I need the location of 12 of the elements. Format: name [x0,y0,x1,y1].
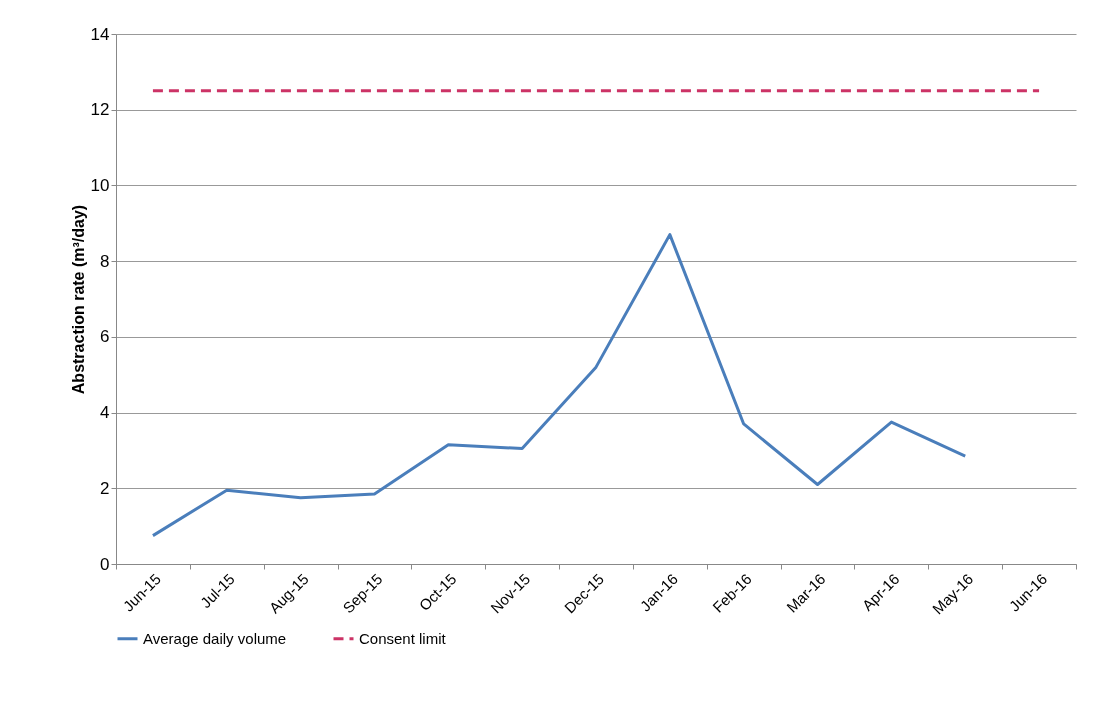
y-tick-label: 2 [100,478,110,498]
y-tick-label: 12 [90,100,110,120]
y-tick-label: 8 [100,251,110,271]
y-axis-title: Abstraction rate (m³/day) [69,204,87,395]
y-tick-label: 6 [100,327,110,347]
y-tick-label: 0 [100,554,110,574]
y-tick-label: 10 [90,175,110,195]
legend-label: Average daily volume [143,629,287,647]
y-tick-label: 14 [90,24,110,44]
legend-label: Consent limit [359,629,447,647]
y-tick-label: 4 [100,403,110,423]
line-series [151,233,967,538]
